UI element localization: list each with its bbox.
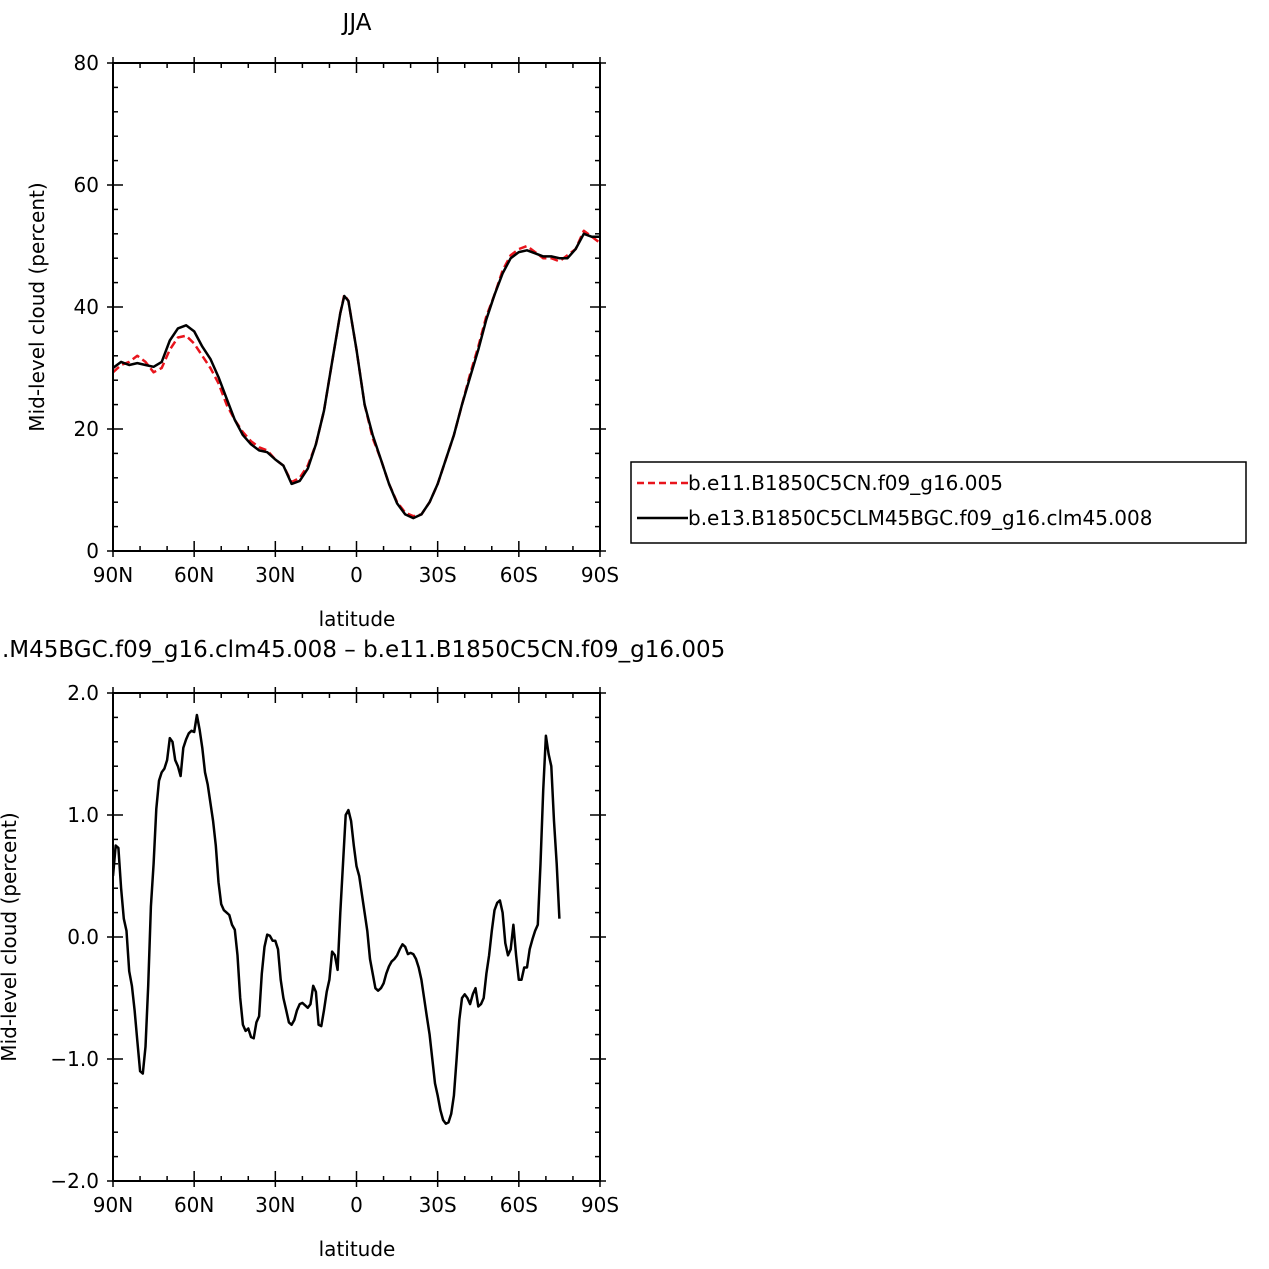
- x-tick-label: 0: [350, 1193, 363, 1217]
- tick-marks: [107, 57, 606, 557]
- y-tick-label: −1.0: [50, 1047, 99, 1071]
- y-tick-label: 2.0: [67, 681, 99, 705]
- series-line-1: [113, 713, 561, 1125]
- legend-label-2: b.e13.B1850C5CLM45BGC.f09_g16.clm45.008: [688, 506, 1152, 530]
- series-line-1: [113, 229, 600, 518]
- plot-frame: [112, 692, 601, 1182]
- x-tick-label: 30N: [255, 563, 295, 587]
- difference-chart-title: .M45BGC.f09_g16.clm45.008 – b.e11.B1850C…: [2, 637, 725, 663]
- series-lines: [113, 229, 600, 520]
- y-tick-label: 0.0: [67, 925, 99, 949]
- x-tick-label: 30S: [419, 563, 457, 587]
- x-tick-label: 0: [350, 563, 363, 587]
- legend: b.e11.B1850C5CN.f09_g16.005 b.e13.B1850C…: [630, 461, 1247, 544]
- legend-box: [630, 461, 1247, 544]
- plot-frame: [112, 62, 601, 552]
- series-line-2: [113, 232, 600, 520]
- y-axis-title: Mid-level cloud (percent): [25, 182, 49, 431]
- x-tick-label: 90S: [581, 563, 619, 587]
- y-tick-label: 1.0: [67, 803, 99, 827]
- difference-chart: .M45BGC.f09_g16.clm45.008 – b.e11.B1850C…: [0, 637, 725, 1261]
- series-lines: [113, 713, 561, 1125]
- y-tick-label: 80: [74, 51, 99, 75]
- y-axis-title: Mid-level cloud (percent): [0, 812, 21, 1061]
- y-tick-labels: 0 20 40 60 80: [74, 51, 99, 563]
- y-tick-label: 20: [74, 417, 99, 441]
- x-axis-title: latitude: [319, 1237, 396, 1261]
- x-tick-label: 60S: [500, 563, 538, 587]
- zonal-mean-chart: JJA 90N 60N 30N 0 30S 60S 90S 0 20 40 60 80 latitu…: [25, 10, 619, 631]
- x-tick-label: 90N: [93, 563, 133, 587]
- x-tick-label: 30N: [255, 1193, 295, 1217]
- y-tick-label: 60: [74, 173, 99, 197]
- x-tick-label: 60N: [174, 1193, 214, 1217]
- y-tick-label: 0: [86, 539, 99, 563]
- y-tick-label: −2.0: [50, 1169, 99, 1193]
- x-tick-label: 60N: [174, 563, 214, 587]
- x-tick-labels: 90N 60N 30N 0 30S 60S 90S: [93, 563, 619, 587]
- x-tick-label: 90S: [581, 1193, 619, 1217]
- x-axis-title: latitude: [319, 607, 396, 631]
- x-tick-label: 90N: [93, 1193, 133, 1217]
- y-tick-label: 40: [74, 295, 99, 319]
- chart-title: JJA: [341, 10, 372, 36]
- x-tick-label: 60S: [500, 1193, 538, 1217]
- x-tick-label: 30S: [419, 1193, 457, 1217]
- y-tick-labels: −2.0 −1.0 0.0 1.0 2.0: [50, 681, 99, 1193]
- x-tick-labels: 90N 60N 30N 0 30S 60S 90S: [93, 1193, 619, 1217]
- legend-label-1: b.e11.B1850C5CN.f09_g16.005: [688, 471, 1003, 495]
